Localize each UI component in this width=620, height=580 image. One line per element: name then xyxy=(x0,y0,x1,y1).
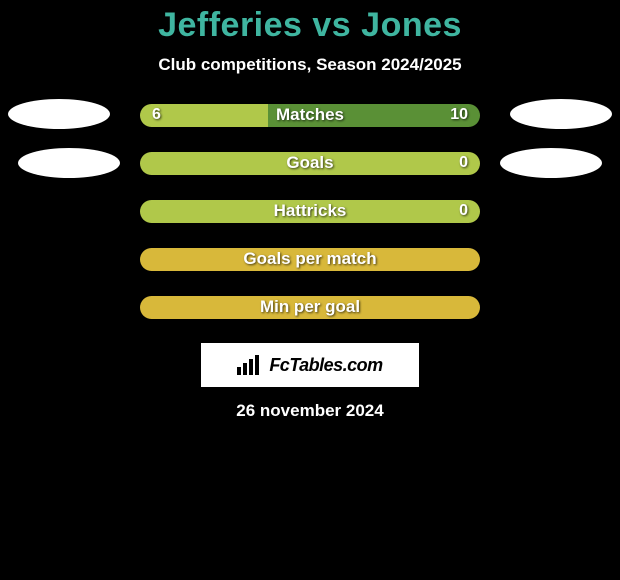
brand-bars-icon xyxy=(237,355,263,375)
avatar-left xyxy=(18,148,120,178)
value-right: 0 xyxy=(459,154,468,172)
avatar-left xyxy=(8,99,110,129)
subtitle: Club competitions, Season 2024/2025 xyxy=(0,55,620,75)
date-text: 26 november 2024 xyxy=(0,401,620,421)
stat-row: Min per goal xyxy=(0,295,620,319)
bar-track: Hattricks 0 xyxy=(140,200,480,223)
bar-label: Matches xyxy=(276,105,344,125)
value-right: 0 xyxy=(459,202,468,220)
stat-row: Hattricks 0 xyxy=(0,199,620,223)
brand-text: FcTables.com xyxy=(269,355,382,376)
avatar-right xyxy=(510,99,612,129)
value-right: 10 xyxy=(450,106,468,124)
bar-label: Goals per match xyxy=(243,249,376,269)
page-title: Jefferies vs Jones xyxy=(0,6,620,45)
stat-row: Goals per match xyxy=(0,247,620,271)
stat-row: Matches 6 10 xyxy=(0,103,620,127)
bar-label: Goals xyxy=(286,153,333,173)
bar-track: Min per goal xyxy=(140,296,480,319)
container: Jefferies vs Jones Club competitions, Se… xyxy=(0,0,620,421)
avatar-right xyxy=(500,148,602,178)
brand-box: FcTables.com xyxy=(201,343,419,387)
bar-track: Goals 0 xyxy=(140,152,480,175)
stat-row: Goals 0 xyxy=(0,151,620,175)
bar-track: Matches 6 10 xyxy=(140,104,480,127)
bar-label: Min per goal xyxy=(260,297,360,317)
bar-label: Hattricks xyxy=(274,201,347,221)
stat-rows: Matches 6 10 Goals 0 Hattricks 0 Goals per matc… xyxy=(0,103,620,319)
value-left: 6 xyxy=(152,106,161,124)
bar-track: Goals per match xyxy=(140,248,480,271)
